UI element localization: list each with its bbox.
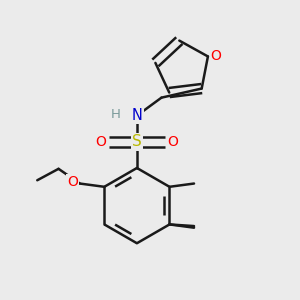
Text: O: O bbox=[211, 50, 221, 64]
Text: O: O bbox=[167, 135, 178, 149]
Text: S: S bbox=[132, 134, 142, 149]
Text: H: H bbox=[111, 107, 121, 121]
Text: O: O bbox=[95, 135, 106, 149]
Text: O: O bbox=[67, 175, 78, 189]
Text: N: N bbox=[131, 108, 142, 123]
